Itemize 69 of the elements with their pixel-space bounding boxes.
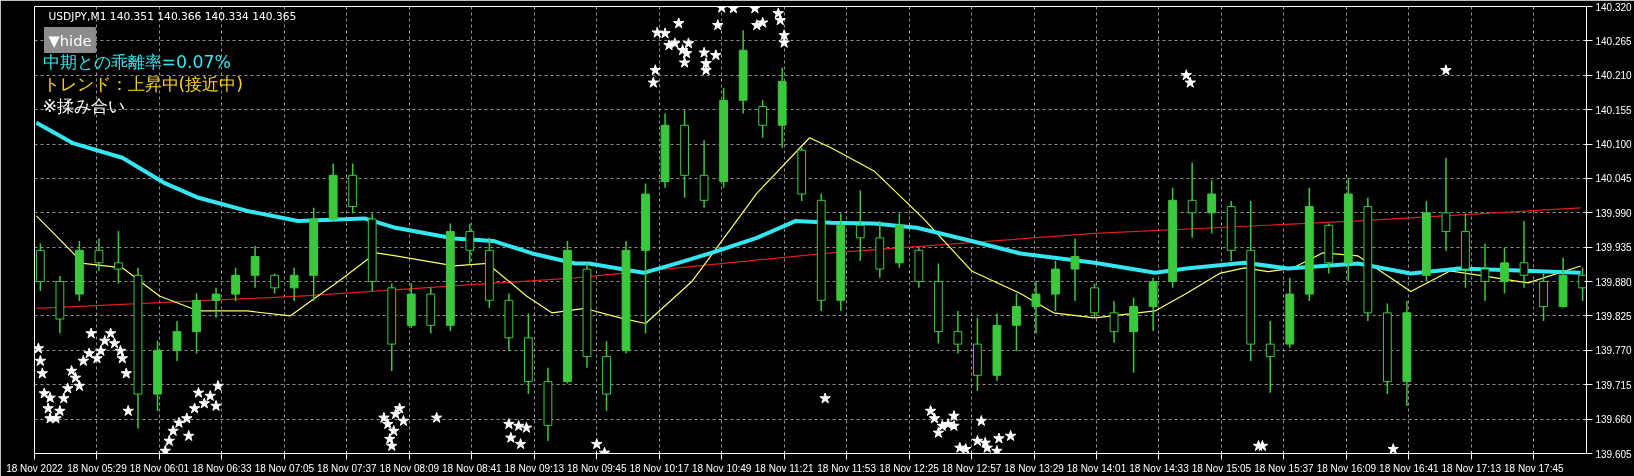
- y-tick-label: 140.045: [1595, 173, 1633, 185]
- y-tick-label: 140.155: [1595, 104, 1633, 116]
- x-tick-label: 18 Nov 08:09: [379, 462, 440, 474]
- x-tick-label: 18 Nov 11:53: [817, 462, 877, 474]
- y-tick-label: 139.715: [1595, 379, 1633, 391]
- x-tick-label: 18 Nov 13:29: [1004, 462, 1065, 474]
- candlestick: [1070, 237, 1080, 302]
- candlestick: [953, 310, 963, 355]
- x-tick-label: 18 Nov 07:05: [254, 462, 315, 474]
- candlestick: [289, 267, 299, 302]
- annotation: 中期との乖離率=0.07%: [42, 51, 232, 72]
- candlestick: [270, 272, 280, 295]
- y-tick-label: 140.320: [1595, 1, 1633, 13]
- candlestick: [250, 245, 260, 289]
- x-tick-label: 18 Nov 14:01: [1066, 462, 1127, 474]
- candlestick: [758, 99, 768, 139]
- annotation: トレンド：上昇中(接近中): [42, 73, 244, 94]
- candlestick: [1187, 162, 1197, 239]
- candlestick: [114, 230, 123, 285]
- candlestick: [1519, 220, 1529, 289]
- x-tick-label: 18 Nov 12:57: [941, 462, 1002, 474]
- y-tick-label: 140.100: [1595, 139, 1633, 151]
- x-tick-label: 18 Nov 09:13: [504, 462, 565, 474]
- annotation: ▼hide: [48, 31, 92, 49]
- annotation: USDJPY,M1 140.351 140.366 140.334 140.365: [48, 9, 297, 23]
- x-tick-label: 18 Nov 06:33: [192, 462, 253, 474]
- y-tick-label: 139.605: [1595, 448, 1633, 460]
- x-tick-label: 18 Nov 09:45: [566, 462, 627, 474]
- y-tick-label: 139.660: [1595, 414, 1633, 426]
- y-tick-label: 140.265: [1595, 35, 1633, 47]
- x-tick-label: 18 Nov 05:29: [67, 462, 128, 474]
- x-tick-label: 18 Nov 12:25: [879, 462, 940, 474]
- x-tick-label: 18 Nov 06:01: [129, 462, 190, 474]
- y-tick-label: 139.825: [1595, 310, 1633, 322]
- candlestick: [855, 189, 865, 262]
- x-tick-label: 18 Nov 07:37: [317, 462, 378, 474]
- y-tick-label: 139.770: [1595, 345, 1633, 357]
- line-series: [35, 137, 1582, 325]
- candlestick: [231, 267, 240, 302]
- x-tick-label: 18 Nov 14:33: [1129, 462, 1190, 474]
- candlestick: [1265, 320, 1275, 394]
- y-tick-label: 140.210: [1595, 70, 1633, 82]
- candlestick: [1207, 179, 1217, 235]
- x-tick-label: 18 Nov 2022: [6, 462, 64, 474]
- x-tick-label: 18 Nov 15:37: [1254, 462, 1315, 474]
- y-tick-label: 139.990: [1595, 207, 1633, 219]
- candlestick: [1480, 242, 1490, 302]
- candlestick: [1031, 280, 1041, 335]
- x-tick-label: 18 Nov 17:45: [1504, 462, 1564, 474]
- y-tick-label: 139.935: [1595, 242, 1633, 254]
- x-tick-label: 18 Nov 08:41: [442, 462, 502, 474]
- candlestick: [1109, 300, 1119, 344]
- x-tick-label: 18 Nov 11:21: [754, 462, 814, 474]
- candlestick: [172, 320, 182, 362]
- candlestick: [1500, 247, 1509, 295]
- candlestick: [211, 287, 221, 319]
- x-tick-label: 18 Nov 16:41: [1379, 462, 1440, 474]
- annotation: ※揉み合い: [42, 95, 126, 116]
- line-series: [35, 207, 1582, 310]
- x-tick-label: 18 Nov 16:09: [1316, 462, 1377, 474]
- y-tick-label: 139.880: [1595, 276, 1633, 288]
- x-tick-label: 18 Nov 10:17: [629, 462, 690, 474]
- x-tick-label: 18 Nov 17:13: [1441, 462, 1502, 474]
- x-tick-label: 18 Nov 15:05: [1191, 462, 1252, 474]
- candlestick: [1441, 157, 1451, 252]
- x-tick-label: 18 Nov 10:49: [691, 462, 752, 474]
- candlestick: [94, 237, 104, 272]
- candlestick: [465, 222, 475, 265]
- candlestick: [1012, 292, 1021, 352]
